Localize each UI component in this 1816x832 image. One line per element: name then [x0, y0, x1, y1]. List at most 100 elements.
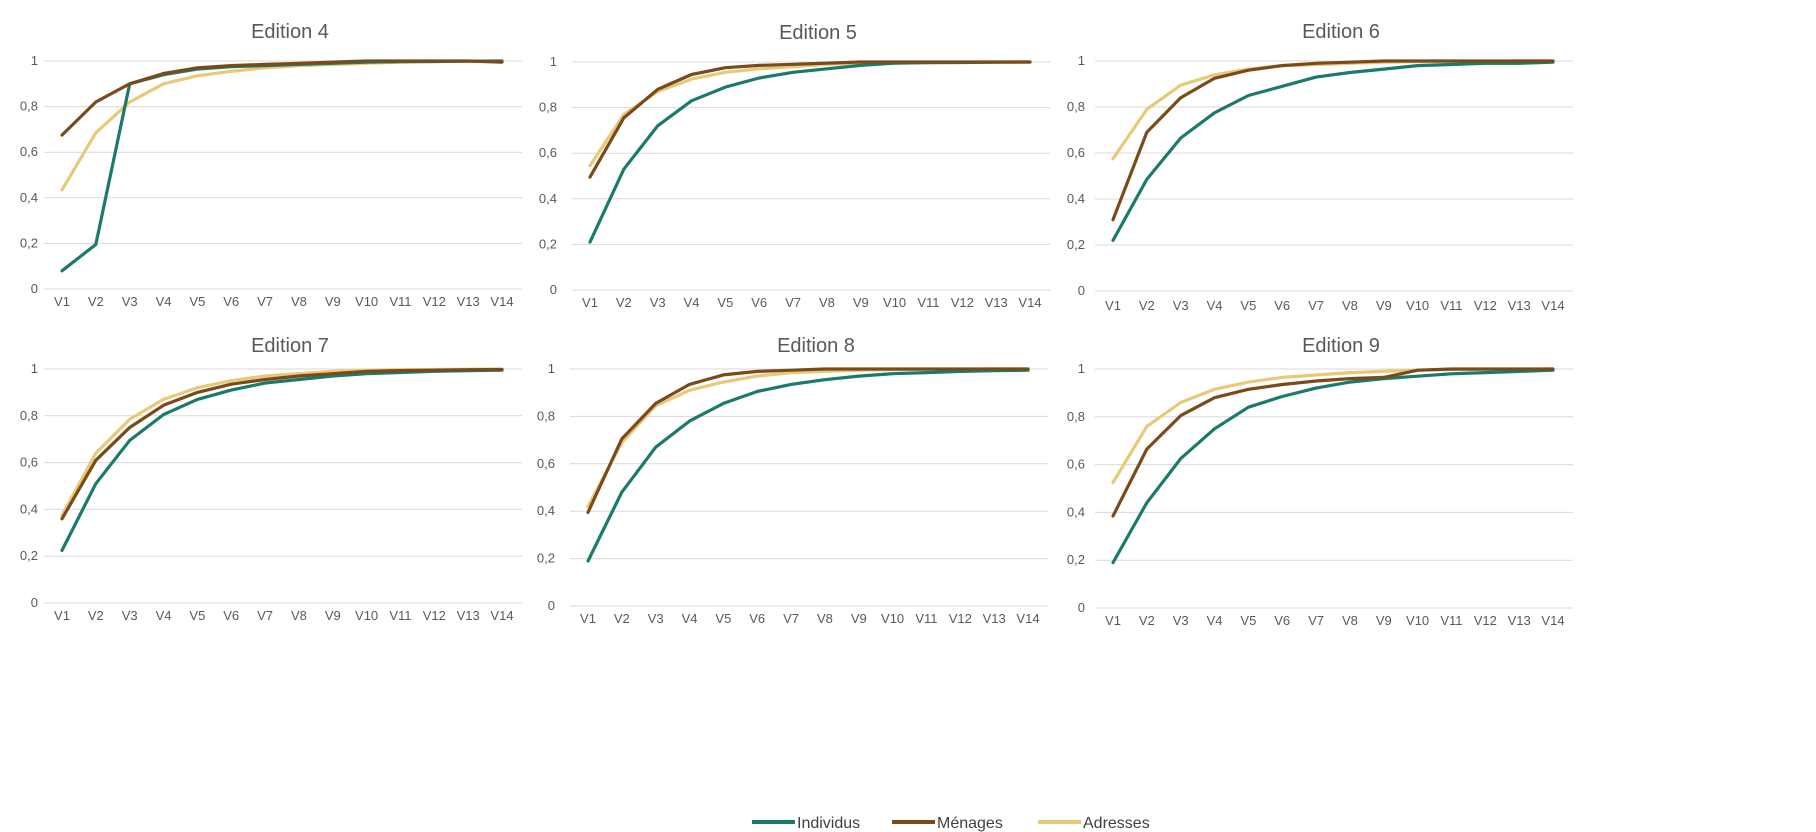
y-tick-label: 1 [1078, 361, 1085, 376]
x-tick-label: V14 [1541, 298, 1564, 313]
y-tick-label: 0,8 [539, 100, 557, 115]
x-tick-label: V4 [156, 294, 172, 309]
y-tick-label: 0,2 [539, 236, 557, 251]
y-tick-label: 1 [548, 361, 555, 376]
x-tick-label: V13 [983, 611, 1006, 626]
chart-title: Edition 9 [1302, 335, 1380, 357]
x-tick-label: V5 [717, 295, 733, 310]
y-tick-label: 1 [31, 361, 38, 376]
x-tick-label: V3 [122, 294, 138, 309]
series-line-menages [60, 367, 504, 521]
x-tick-label: V4 [1207, 298, 1223, 313]
series-line-individus [1111, 60, 1555, 242]
y-tick-label: 1 [550, 54, 557, 69]
y-tick-label: 0 [31, 595, 38, 610]
y-tick-label: 0,4 [539, 191, 557, 206]
series-line-menages [586, 367, 1030, 515]
y-tick-label: 0,2 [20, 235, 38, 250]
chart-panel: Edition 5 0 0,2 0,4 0,6 0,8 1 V1 V2 V3 V4 V5 V6 V7 V8 V… [539, 22, 1050, 310]
x-tick-label: V11 [1440, 298, 1462, 313]
y-tick-label: 0,6 [20, 455, 38, 470]
chart-panels: Edition 4 0 0,2 0,4 0,6 0,8 1 V1 V2 V3 V4 V5 V6 V7 V8 V… [20, 21, 1573, 628]
x-tick-label: V11 [1440, 613, 1462, 628]
y-tick-label: 0 [31, 281, 38, 296]
chart-title: Edition 4 [251, 21, 329, 43]
chart-title: Edition 8 [777, 335, 855, 357]
y-tick-label: 1 [31, 53, 38, 68]
y-tick-label: 0,4 [537, 503, 555, 518]
x-tick-label: V12 [423, 608, 446, 623]
y-tick-label: 0,6 [20, 144, 38, 159]
x-tick-label: V5 [189, 608, 205, 623]
y-tick-label: 0,4 [1067, 191, 1085, 206]
y-tick-label: 0,4 [20, 190, 38, 205]
legend-label-adresses: Adresses [1083, 815, 1150, 832]
x-tick-label: V13 [457, 608, 480, 623]
x-tick-label: V4 [682, 611, 698, 626]
x-tick-label: V13 [985, 295, 1008, 310]
x-tick-label: V3 [1173, 298, 1189, 313]
x-tick-label: V8 [291, 608, 307, 623]
x-tick-label: V12 [1474, 613, 1497, 628]
y-tick-label: 0,4 [20, 501, 38, 516]
x-tick-label: V2 [616, 295, 632, 310]
y-tick-label: 0,8 [20, 408, 38, 423]
x-tick-label: V3 [1173, 613, 1189, 628]
y-tick-label: 0,8 [20, 99, 38, 114]
x-tick-label: V14 [1541, 613, 1564, 628]
series-line-menages [60, 59, 504, 137]
x-tick-label: V13 [457, 294, 480, 309]
series-line-adresses [586, 367, 1030, 509]
series-line-menages [588, 60, 1032, 179]
chart-panel: Edition 4 0 0,2 0,4 0,6 0,8 1 V1 V2 V3 V4 V5 V6 V7 V8 V… [20, 21, 522, 309]
x-tick-label: V14 [1016, 611, 1039, 626]
x-tick-label: V4 [156, 608, 172, 623]
series-line-menages [1111, 367, 1555, 518]
x-tick-label: V7 [257, 608, 273, 623]
x-tick-label: V9 [851, 611, 867, 626]
x-tick-label: V10 [355, 608, 378, 623]
chart-panel: Edition 8 0 0,2 0,4 0,6 0,8 1 V1 V2 V3 V4 V5 V6 V7 V8 V… [537, 335, 1048, 626]
y-tick-label: 0 [1078, 600, 1085, 615]
x-tick-label: V14 [1018, 295, 1041, 310]
x-tick-label: V2 [614, 611, 630, 626]
y-tick-label: 0 [550, 282, 557, 297]
series-line-individus [1111, 368, 1555, 565]
x-tick-label: V7 [1308, 298, 1324, 313]
x-tick-label: V12 [423, 294, 446, 309]
x-tick-label: V8 [1342, 613, 1358, 628]
x-tick-label: V12 [1474, 298, 1497, 313]
x-tick-label: V5 [189, 294, 205, 309]
legend-label-individus: Individus [797, 815, 860, 832]
x-tick-label: V5 [1240, 298, 1256, 313]
series-line-adresses [588, 60, 1032, 168]
x-tick-label: V6 [223, 608, 239, 623]
x-tick-label: V3 [648, 611, 664, 626]
y-tick-label: 0,8 [537, 408, 555, 423]
series-line-individus [586, 368, 1030, 563]
x-tick-label: V9 [1376, 613, 1392, 628]
y-tick-label: 0,6 [1067, 457, 1085, 472]
x-tick-label: V1 [54, 294, 70, 309]
x-tick-label: V10 [1406, 613, 1429, 628]
series-line-individus [60, 368, 504, 553]
x-tick-label: V9 [325, 294, 341, 309]
y-tick-label: 0,6 [539, 145, 557, 160]
x-tick-label: V11 [389, 608, 411, 623]
x-tick-label: V11 [917, 295, 939, 310]
x-tick-label: V14 [490, 294, 513, 309]
x-tick-label: V6 [751, 295, 767, 310]
x-tick-label: V13 [1508, 298, 1531, 313]
x-tick-label: V11 [915, 611, 937, 626]
x-tick-label: V8 [291, 294, 307, 309]
x-tick-label: V5 [715, 611, 731, 626]
x-tick-label: V12 [951, 295, 974, 310]
x-tick-label: V14 [490, 608, 513, 623]
chart-title: Edition 6 [1302, 21, 1380, 43]
x-tick-label: V10 [1406, 298, 1429, 313]
x-tick-label: V6 [1274, 613, 1290, 628]
chart-title: Edition 7 [251, 335, 329, 357]
chart-panel: Edition 6 0 0,2 0,4 0,6 0,8 1 V1 V2 V3 V4 V5 V6 V7 V8 V… [1067, 21, 1573, 313]
y-tick-label: 0,6 [1067, 145, 1085, 160]
y-tick-label: 0,6 [537, 456, 555, 471]
